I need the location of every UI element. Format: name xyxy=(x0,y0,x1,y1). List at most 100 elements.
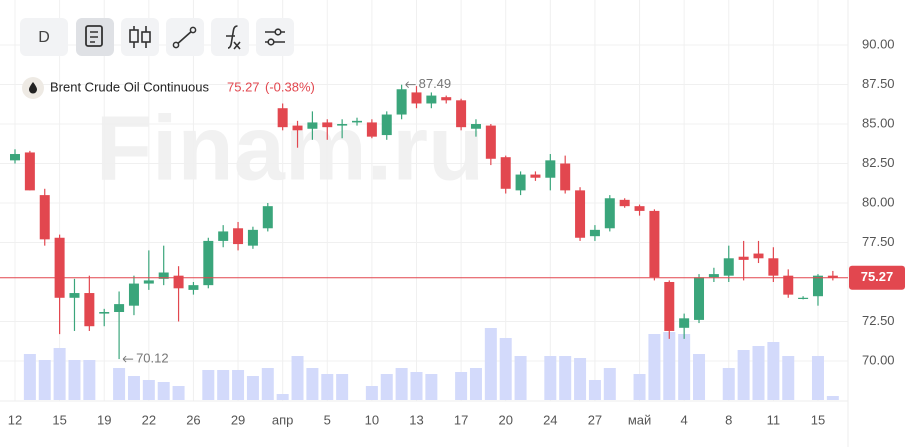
candle-body xyxy=(203,240,214,286)
y-tick-label: 80.00 xyxy=(862,194,895,209)
candle-body xyxy=(218,231,229,241)
candle-body xyxy=(143,280,154,284)
icon xyxy=(267,38,275,46)
x-tick-label: 19 xyxy=(97,412,111,427)
volume-bar xyxy=(484,328,497,400)
toolbar-button[interactable] xyxy=(211,18,249,56)
x-tick-label: 17 xyxy=(454,412,468,427)
volume-bar xyxy=(499,338,512,400)
volume-bar xyxy=(232,370,245,400)
x-tick-label: 15 xyxy=(52,412,66,427)
candle-body xyxy=(188,285,199,290)
volume-bar xyxy=(53,348,66,400)
candle-body xyxy=(619,199,630,207)
candle-body xyxy=(307,122,318,129)
candle-body xyxy=(500,157,511,189)
y-tick-label: 82.50 xyxy=(862,155,895,170)
candle-body xyxy=(114,304,125,313)
y-tick-label: 90.00 xyxy=(862,36,895,51)
x-tick-label: 5 xyxy=(324,412,331,427)
volume-bar xyxy=(157,382,170,400)
volume-bar xyxy=(395,368,408,400)
candle-body xyxy=(158,272,169,279)
candle-body xyxy=(470,124,481,129)
icon xyxy=(85,25,103,47)
candle-body xyxy=(545,160,556,178)
candle-body xyxy=(233,228,244,245)
volume-bar xyxy=(826,396,839,400)
candle-body xyxy=(39,195,50,240)
volume-bar xyxy=(782,356,795,400)
candle-body xyxy=(768,258,779,276)
y-tick-label: 72.50 xyxy=(862,313,895,328)
volume-bar xyxy=(261,368,274,400)
x-tick-label: апр xyxy=(272,412,294,427)
toolbar-button[interactable] xyxy=(256,18,294,56)
last-price: 75.27 xyxy=(227,79,260,94)
icon xyxy=(189,26,197,34)
volume-bar xyxy=(336,374,349,400)
x-tick-label: 13 xyxy=(409,412,423,427)
volume-bar xyxy=(217,370,230,400)
candle-body xyxy=(322,122,333,128)
volume-bar xyxy=(23,354,36,400)
interval-button[interactable] xyxy=(20,18,68,56)
volume-bar xyxy=(514,356,527,400)
candle-body xyxy=(426,95,437,104)
candle-body xyxy=(649,210,660,278)
volume-bar xyxy=(722,368,735,400)
volume-bar xyxy=(410,372,423,400)
candle-body xyxy=(723,258,734,276)
candle-body xyxy=(396,89,407,115)
volume-bar xyxy=(425,374,438,400)
interval-label: D xyxy=(38,29,50,46)
volume-bar xyxy=(113,368,126,400)
volume-bar xyxy=(811,356,824,400)
candle-body xyxy=(798,297,809,299)
last-price-badge xyxy=(849,265,905,290)
candle-body xyxy=(515,174,526,191)
icon xyxy=(90,31,98,43)
high-annotation: 87.49 xyxy=(419,76,452,91)
candle-body xyxy=(753,253,764,259)
volume-bar xyxy=(142,380,155,400)
volume-bar xyxy=(469,368,482,400)
annotation-arrow xyxy=(122,355,134,363)
candle-body xyxy=(679,318,690,328)
candle-body xyxy=(352,120,363,123)
x-tick-label: май xyxy=(628,412,651,427)
candle-body xyxy=(575,190,586,238)
instrument-name: Brent Crude Oil Continuous xyxy=(50,79,209,94)
icon xyxy=(172,41,180,49)
candle-body xyxy=(99,312,110,314)
x-tick-label: 15 xyxy=(811,412,825,427)
x-tick-label: 22 xyxy=(142,412,156,427)
candle-body xyxy=(247,229,258,246)
icon xyxy=(274,28,282,36)
candle-body xyxy=(337,124,348,126)
candle-body xyxy=(128,283,139,306)
candle-body xyxy=(604,198,615,229)
annotation-arrow xyxy=(405,81,416,89)
volume-bar xyxy=(678,334,691,400)
last-price-label: 75.27 xyxy=(861,269,894,284)
x-tick-label: 4 xyxy=(681,412,688,427)
volume-bar xyxy=(737,350,750,400)
candle-body xyxy=(485,125,496,159)
x-tick-label: 29 xyxy=(231,412,245,427)
watermark: Finam.ru xyxy=(96,97,484,199)
volume-bar xyxy=(588,380,601,400)
candle-body xyxy=(292,125,303,131)
x-tick-label: 10 xyxy=(365,412,379,427)
volume-bar xyxy=(38,360,51,400)
volume-bar xyxy=(693,354,706,400)
x-tick-label: 20 xyxy=(498,412,512,427)
candle-body xyxy=(277,108,288,128)
y-tick-label: 85.00 xyxy=(862,115,895,130)
candle-body xyxy=(694,277,705,320)
volume-bar xyxy=(276,394,289,400)
toolbar-button[interactable] xyxy=(121,18,159,56)
volume-bar xyxy=(559,356,572,400)
y-tick-label: 77.50 xyxy=(862,234,895,249)
candle-body xyxy=(10,154,20,161)
